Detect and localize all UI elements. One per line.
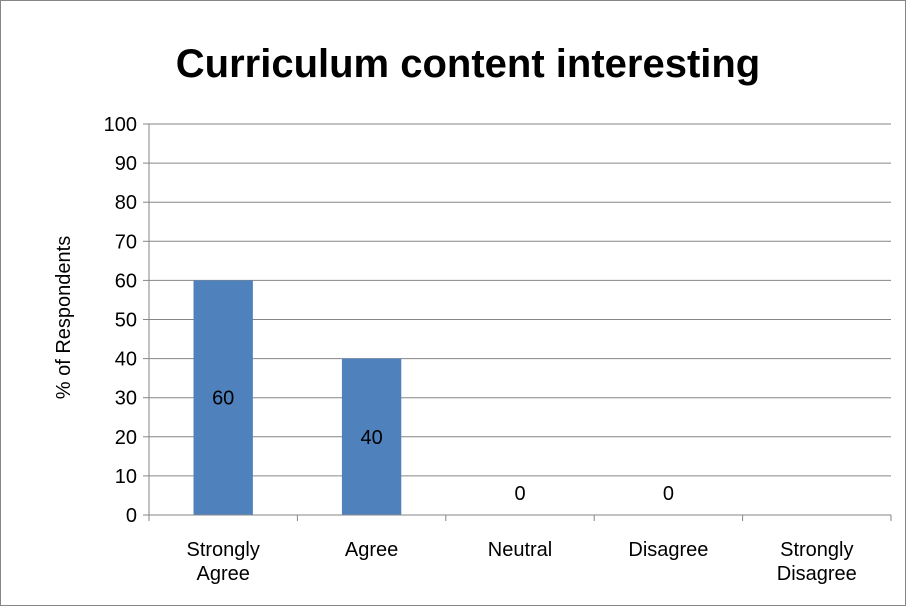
x-tick-label: Agree — [345, 539, 398, 561]
y-tick-label: 100 — [104, 114, 137, 136]
data-label: 40 — [360, 427, 382, 449]
y-tick-label: 60 — [115, 270, 137, 292]
y-tick-label: 0 — [126, 505, 137, 527]
y-axis-title: % of Respondents — [53, 236, 75, 399]
data-label: 60 — [212, 388, 234, 410]
y-tick-label: 70 — [115, 231, 137, 253]
y-tick-label: 40 — [115, 349, 137, 371]
data-label: 0 — [514, 483, 525, 505]
x-tick-label: Disagree — [628, 539, 708, 561]
y-tick-label: 50 — [115, 310, 137, 332]
axes — [143, 123, 892, 521]
bar — [193, 280, 253, 515]
y-tick-label: 20 — [115, 427, 137, 449]
y-tick-label: 10 — [115, 466, 137, 488]
y-tick-label: 80 — [115, 192, 137, 214]
bar — [341, 358, 402, 515]
gridlines — [149, 123, 891, 477]
x-tick-label: Neutral — [488, 539, 552, 561]
x-tick-label: Strongly Disagree — [777, 539, 857, 585]
y-tick-label: 90 — [115, 153, 137, 175]
chart-title: Curriculum content interesting — [176, 42, 761, 86]
bars — [193, 280, 402, 515]
data-label: 0 — [663, 483, 674, 505]
y-tick-label: 30 — [115, 388, 137, 410]
x-tick-label: Strongly Agree — [187, 539, 260, 585]
labels: 0 10 20 30 40 50 60 70 80 90 100 60 40 0 0 Strongly Agre… — [104, 114, 857, 585]
